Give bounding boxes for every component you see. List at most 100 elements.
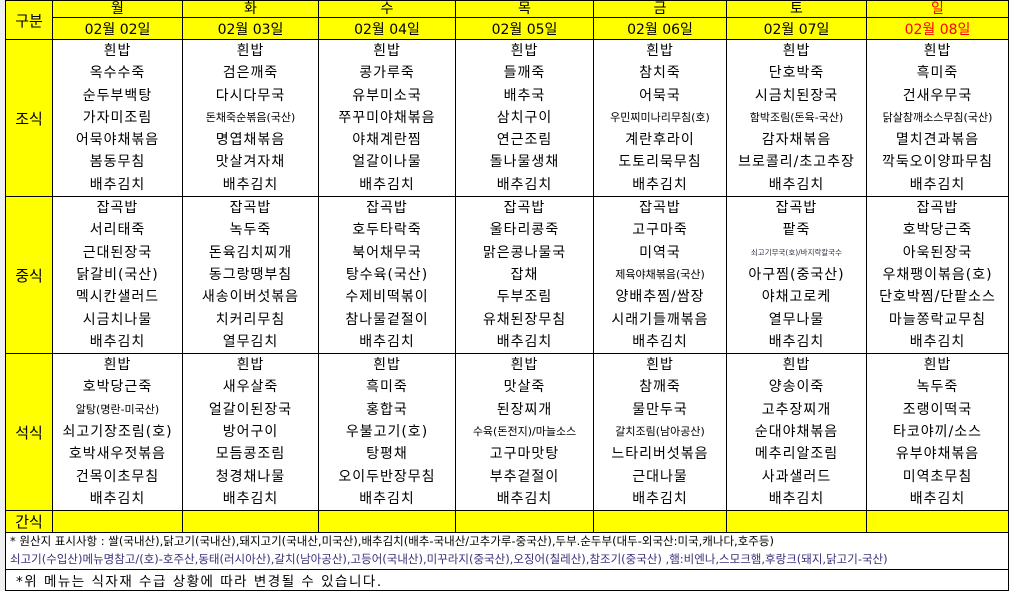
meal-label: 중식 xyxy=(5,196,53,355)
menu-item: 제육야채볶음(국산) xyxy=(615,267,705,281)
menu-item: 흰밥 xyxy=(646,43,674,59)
menu-item: 된장찌개 xyxy=(496,401,553,418)
menu-cell: 흰밥 맛살죽 된장찌개 수육(돈전지)/마늘소스 고구마맛탕 부추겉절이 배추김치 xyxy=(455,353,594,512)
menu-item: 돈육김치찌개 xyxy=(208,244,293,261)
menu-cell: 흰밥 콩가루죽 유부미소국 쭈꾸미야채볶음 야채계란찜 얼갈이나물 배추김치 xyxy=(318,38,456,198)
menu-item: 흰밥 xyxy=(236,43,265,59)
day-header: 목 xyxy=(455,0,594,18)
menu-item: 도토리묵무침 xyxy=(618,154,702,171)
menu-cell: 흰밥 옥수수죽 순두부백탕 가자미조림 어묵야채볶음 봄동무침 배추김치 xyxy=(52,38,183,198)
menu-item: 녹두죽 xyxy=(229,222,272,239)
menu-item: 청경채나물 xyxy=(215,468,286,485)
menu-item: 흰밥 xyxy=(923,43,952,59)
menu-item: 맛살겨자채 xyxy=(215,154,286,171)
meal-label: 조식 xyxy=(5,38,53,198)
menu-item: 고추장찌개 xyxy=(761,401,832,418)
menu-item: 배추김치 xyxy=(632,176,688,193)
date-header: 02월 04일 xyxy=(318,17,456,40)
snack-cell xyxy=(593,510,727,534)
menu-item: 쭈꾸미야채볶음 xyxy=(338,109,436,126)
menu-item: 동그랑땡부침 xyxy=(208,266,293,283)
menu-cell: 흰밥 양송이죽 고추장찌개 순대야채볶음 메추리알조림 사과샐러드 배추김치 xyxy=(726,353,867,512)
snack-cell xyxy=(726,510,867,534)
menu-item: 순대야채볶음 xyxy=(754,424,839,441)
menu-item: 호박당근죽 xyxy=(902,222,973,239)
menu-item: 명엽채볶음 xyxy=(215,132,286,149)
menu-item: 옥수수죽 xyxy=(89,65,146,82)
menu-item: 수육(돈전지)/마늘소스 xyxy=(472,425,577,439)
menu-cell: 흰밥 참깨죽 물만두국 갈치조림(남아공산) 느타리버섯볶음 근대나물 배추김치 xyxy=(593,353,727,512)
menu-item: 흰밥 xyxy=(923,357,952,374)
day-header: 토 xyxy=(726,0,867,18)
menu-item: 단호박죽 xyxy=(768,65,825,82)
menu-cell: 흰밥 검은깨죽 다시다무국 돈채죽순볶음(국산) 명엽채볶음 맛살겨자채 배추김치 xyxy=(182,38,319,198)
menu-item: 알탕(명란-미국산) xyxy=(75,402,160,416)
snack-label: 간식 xyxy=(5,510,53,534)
menu-item: 우불고기(호) xyxy=(345,424,429,441)
menu-item: 멕시칸샐러드 xyxy=(75,289,160,306)
menu-item: 잡곡밥 xyxy=(366,200,408,217)
menu-item: 흰밥 xyxy=(782,43,811,59)
menu-item: 참깨죽 xyxy=(639,379,681,396)
menu-item: 배추김치 xyxy=(909,490,966,507)
menu-item: 흰밥 xyxy=(103,43,132,59)
menu-item: 흰밥 xyxy=(236,357,265,374)
date-header: 02월 07일 xyxy=(726,17,867,40)
category-header: 구분 xyxy=(5,0,53,40)
menu-item: 함박조림(돈육-국산) xyxy=(749,110,844,124)
menu-item: 부추겉절이 xyxy=(489,468,560,485)
menu-item: 아구찜(중국산) xyxy=(748,266,845,283)
date-header: 02월 06일 xyxy=(593,17,727,40)
menu-item: 새송이버섯볶음 xyxy=(201,289,300,306)
menu-item: 배추김치 xyxy=(359,490,415,507)
menu-item: 잡곡밥 xyxy=(775,200,818,217)
menu-item: 야채고로케 xyxy=(761,289,832,306)
day-header: 금 xyxy=(593,0,727,18)
menu-item: 유부미소국 xyxy=(352,87,422,104)
menu-item: 서리태죽 xyxy=(89,222,146,239)
menu-item: 배추김치 xyxy=(222,490,279,507)
menu-item: 울타리콩죽 xyxy=(489,222,560,239)
menu-item: 잡채 xyxy=(510,266,539,283)
menu-item: 가자미조림 xyxy=(82,109,153,126)
menu-item: 아욱된장국 xyxy=(902,244,973,261)
menu-item: 미역국 xyxy=(639,244,681,261)
menu-item: 배추김치 xyxy=(768,176,825,193)
menu-item: 모듬콩조림 xyxy=(215,446,286,463)
menu-item: 멸치견과볶음 xyxy=(895,132,980,149)
menu-item: 쇠고기무국(호)/바지락칼국수 xyxy=(750,247,843,257)
menu-cell: 흰밥 새우살죽 얼갈이된장국 방어구이 모듬콩조림 청경채나물 배추김치 xyxy=(182,353,319,512)
footnote-2: 쇠고기(수입산)메뉴명참고/(호)-호주산,동태(러시아산),갈치(남아공산),… xyxy=(5,549,1009,570)
menu-item: 쇠고기장조림(호) xyxy=(62,424,173,441)
menu-item: 흰밥 xyxy=(510,357,539,374)
menu-item: 깍둑오이양파무침 xyxy=(881,154,994,171)
menu-item: 탕수육(국산) xyxy=(345,266,429,283)
snack-cell xyxy=(455,510,594,534)
menu-item: 사과샐러드 xyxy=(761,468,832,485)
menu-item: 감자채볶음 xyxy=(761,132,832,149)
menu-item: 갈치조림(남아공산) xyxy=(615,425,705,439)
menu-item: 배추김치 xyxy=(359,333,415,350)
menu-item: 검은깨죽 xyxy=(222,65,279,82)
menu-cell: 잡곡밥 호박당근죽 아욱된장국 우채팽이볶음(호) 단호박찜/단팥소스 마늘쫑락교무침 배추… xyxy=(866,196,1009,355)
menu-item: 브로콜리/초고추장 xyxy=(738,154,855,171)
menu-item: 참나물겉절이 xyxy=(345,311,429,328)
day-header: 수 xyxy=(318,0,456,18)
menu-item: 유채된장무침 xyxy=(482,311,567,328)
menu-item: 방어구이 xyxy=(222,424,279,441)
menu-item: 배추김치 xyxy=(496,176,553,193)
menu-item: 닭갈비(국산) xyxy=(76,266,159,283)
menu-item: 배추김치 xyxy=(909,176,966,193)
menu-item: 계란후라이 xyxy=(625,132,695,149)
menu-item: 시금치된장국 xyxy=(754,87,839,104)
day-header: 월 xyxy=(52,0,183,18)
menu-item: 홍합국 xyxy=(366,401,408,418)
menu-item: 열무김치 xyxy=(222,333,279,350)
menu-cell: 흰밥 참치죽 어묵국 우민찌미나리무침(호) 계란후라이 도토리묵무침 배추김치 xyxy=(593,38,727,198)
menu-item: 배추김치 xyxy=(89,333,146,350)
menu-cell: 흰밥 흑미죽 건새우무국 닭살참깨소스무침(국산) 멸치견과볶음 깍둑오이양파무침 배추김치 xyxy=(866,38,1009,198)
menu-item: 배추김치 xyxy=(89,490,146,507)
menu-item: 배추김치 xyxy=(632,490,688,507)
menu-item: 수제비떡볶이 xyxy=(345,289,429,306)
menu-item: 잡곡밥 xyxy=(639,200,681,217)
